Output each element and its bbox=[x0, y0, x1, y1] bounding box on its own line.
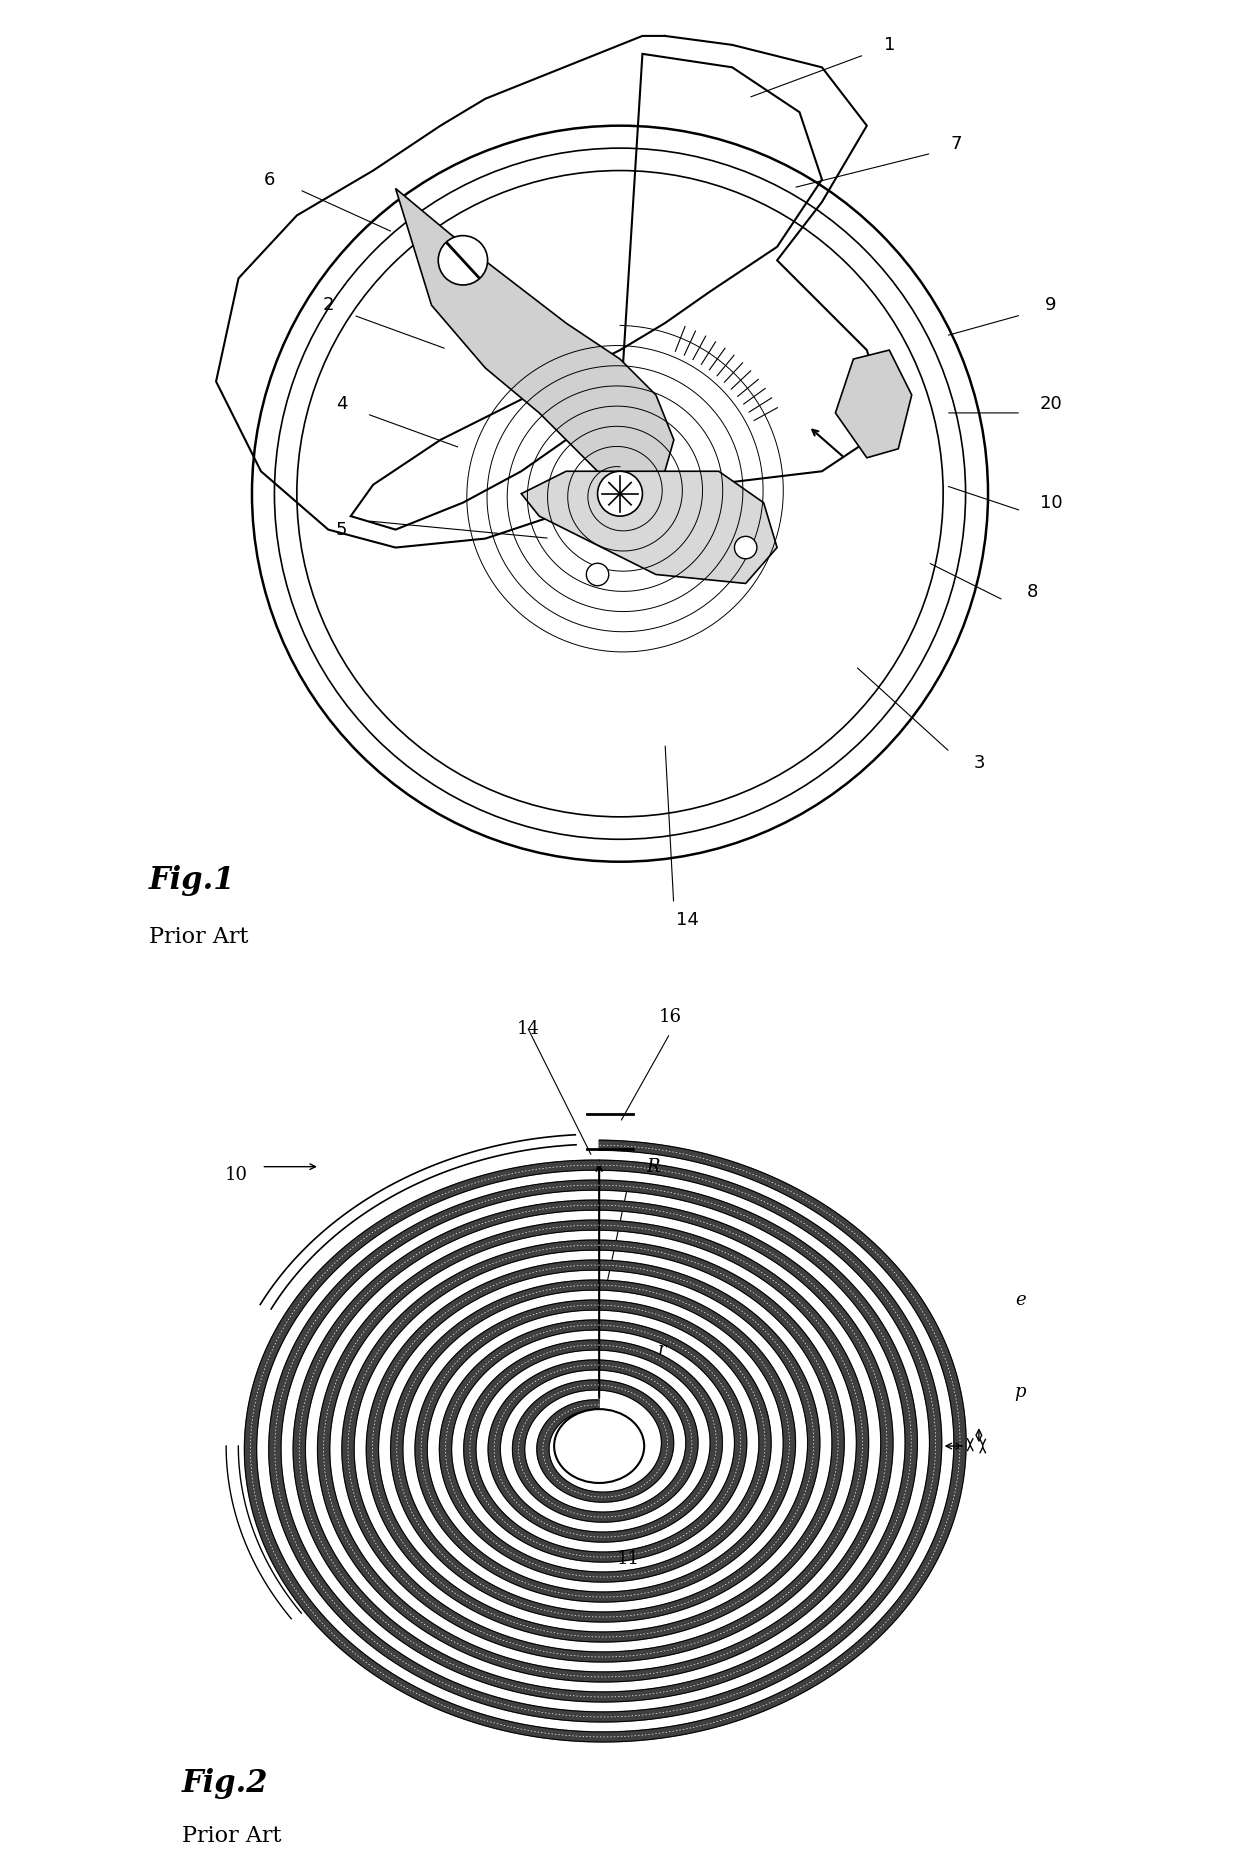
Circle shape bbox=[598, 471, 642, 516]
Text: 11: 11 bbox=[616, 1550, 640, 1567]
Polygon shape bbox=[317, 1200, 893, 1682]
Text: Fig.1: Fig.1 bbox=[149, 864, 236, 896]
Text: 14: 14 bbox=[517, 1021, 539, 1038]
Ellipse shape bbox=[554, 1408, 645, 1483]
Polygon shape bbox=[512, 1360, 698, 1522]
Text: 3: 3 bbox=[973, 755, 985, 771]
Text: 10: 10 bbox=[1039, 494, 1063, 512]
Text: 10: 10 bbox=[224, 1166, 248, 1185]
Polygon shape bbox=[439, 1300, 771, 1582]
Text: e: e bbox=[1016, 1291, 1025, 1310]
Text: r: r bbox=[657, 1341, 666, 1360]
Circle shape bbox=[734, 537, 756, 559]
Text: R: R bbox=[646, 1157, 660, 1176]
Text: 14: 14 bbox=[676, 911, 699, 930]
Polygon shape bbox=[464, 1321, 746, 1561]
Polygon shape bbox=[415, 1280, 796, 1602]
Text: 4: 4 bbox=[336, 395, 347, 414]
Text: Prior Art: Prior Art bbox=[182, 1826, 281, 1846]
Polygon shape bbox=[293, 1179, 918, 1703]
Polygon shape bbox=[391, 1259, 820, 1623]
Text: 8: 8 bbox=[1027, 583, 1039, 602]
Text: 2: 2 bbox=[322, 296, 334, 315]
Polygon shape bbox=[366, 1241, 844, 1641]
Text: Fig.2: Fig.2 bbox=[182, 1768, 269, 1800]
Text: 1: 1 bbox=[884, 35, 895, 54]
Polygon shape bbox=[244, 1140, 966, 1742]
Text: 20: 20 bbox=[1039, 395, 1063, 414]
Text: Prior Art: Prior Art bbox=[149, 926, 248, 948]
Text: 7: 7 bbox=[951, 134, 962, 153]
Circle shape bbox=[587, 563, 609, 585]
Polygon shape bbox=[342, 1220, 868, 1662]
Polygon shape bbox=[396, 188, 673, 494]
Polygon shape bbox=[521, 471, 777, 583]
Text: 9: 9 bbox=[1045, 296, 1056, 315]
Text: 5: 5 bbox=[336, 520, 347, 538]
Text: 16: 16 bbox=[658, 1008, 682, 1025]
Circle shape bbox=[438, 235, 487, 285]
Polygon shape bbox=[489, 1339, 723, 1543]
Polygon shape bbox=[836, 350, 911, 458]
Text: p: p bbox=[1014, 1382, 1025, 1401]
Text: 6: 6 bbox=[264, 171, 275, 188]
Polygon shape bbox=[537, 1380, 673, 1502]
Polygon shape bbox=[269, 1161, 941, 1721]
